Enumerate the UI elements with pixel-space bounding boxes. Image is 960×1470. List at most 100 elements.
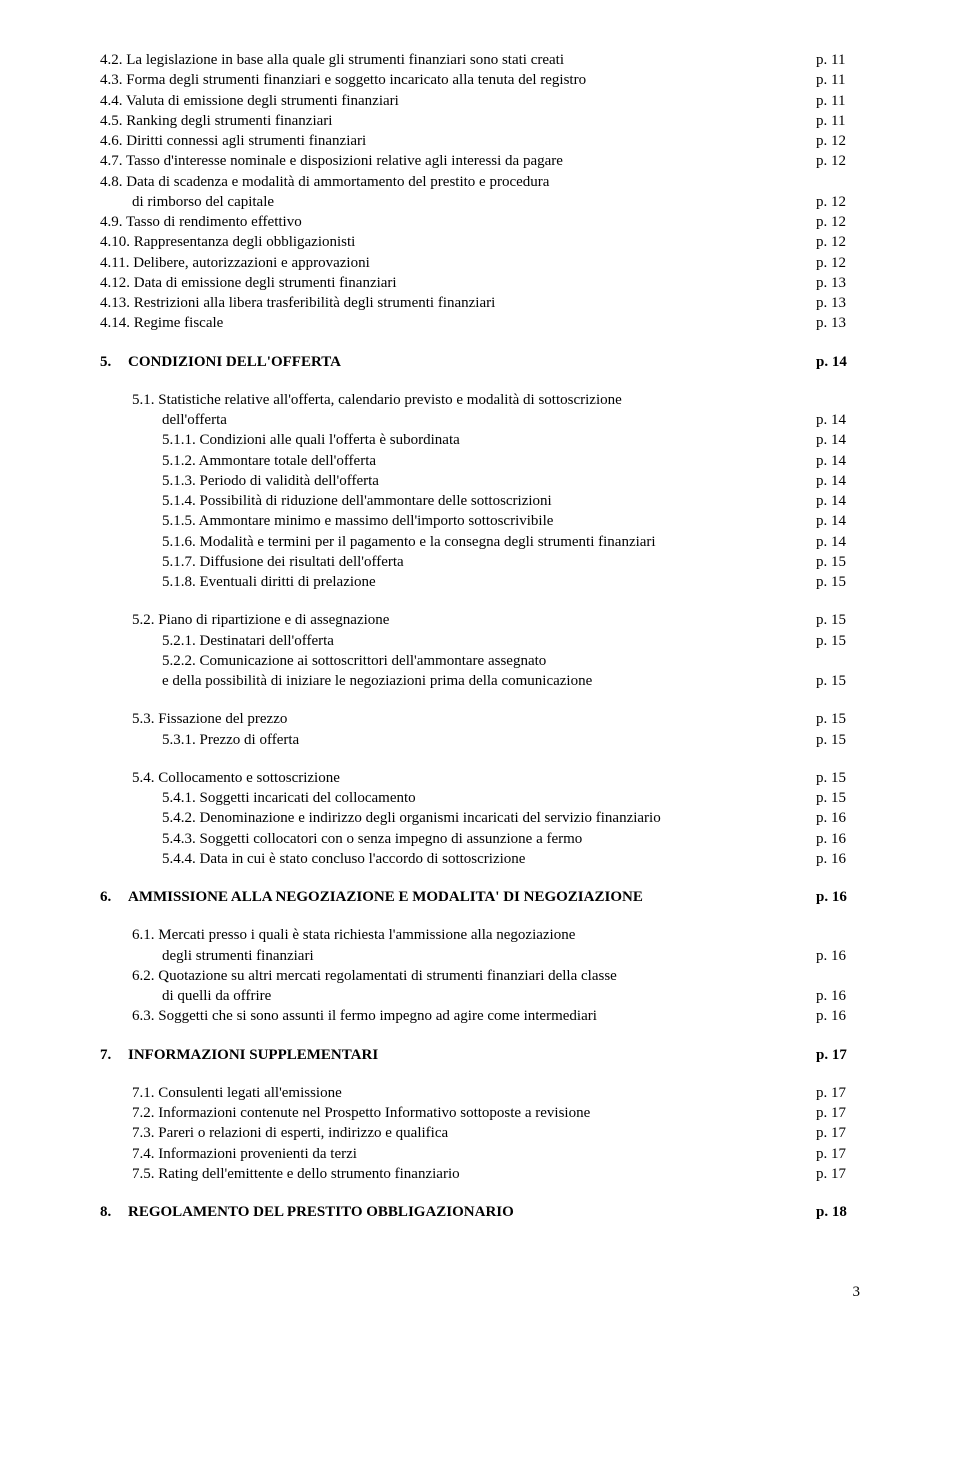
toc-page: p. 13 bbox=[816, 313, 860, 333]
toc-label: 7.3. Pareri o relazioni di esperti, indi… bbox=[132, 1123, 816, 1143]
toc-entry: 7.3. Pareri o relazioni di esperti, indi… bbox=[132, 1123, 860, 1143]
toc-entry: 6.2. Quotazione su altri mercati regolam… bbox=[132, 966, 860, 986]
toc-label: 5.1.4. Possibilità di riduzione dell'amm… bbox=[162, 491, 816, 511]
toc-page: p. 16 bbox=[816, 849, 860, 869]
toc-page: p. 14 bbox=[816, 532, 860, 552]
toc-entry: 4.14. Regime fiscalep. 13 bbox=[100, 313, 860, 333]
toc-entry: di rimborso del capitalep. 12 bbox=[132, 192, 860, 212]
toc-page: p. 15 bbox=[816, 552, 860, 572]
toc-label: 4.12. Data di emissione degli strumenti … bbox=[100, 273, 816, 293]
toc-page: p. 16 bbox=[816, 829, 860, 849]
toc-page: p. 15 bbox=[816, 610, 860, 630]
toc-label: degli strumenti finanziari bbox=[162, 946, 816, 966]
toc-page: p. 14 bbox=[816, 471, 860, 491]
toc-page: p. 17 bbox=[816, 1045, 860, 1065]
toc-label: 4.5. Ranking degli strumenti finanziari bbox=[100, 111, 816, 131]
toc-label: 4.11. Delibere, autorizzazioni e approva… bbox=[100, 253, 816, 273]
toc-entry bbox=[100, 750, 860, 768]
toc-page: p. 12 bbox=[816, 212, 860, 232]
toc-label: 4.6. Diritti connessi agli strumenti fin… bbox=[100, 131, 816, 151]
toc-entry: 4.11. Delibere, autorizzazioni e approva… bbox=[100, 253, 860, 273]
toc-page: p. 15 bbox=[816, 671, 860, 691]
toc-entry: 6.3. Soggetti che si sono assunti il fer… bbox=[132, 1006, 860, 1026]
toc-entry: 5.4.1. Soggetti incaricati del collocame… bbox=[162, 788, 860, 808]
toc-page: p. 14 bbox=[816, 511, 860, 531]
toc-label: 5.4.2. Denominazione e indirizzo degli o… bbox=[162, 808, 816, 828]
toc-label: 5.CONDIZIONI DELL'OFFERTA bbox=[100, 352, 816, 372]
toc-label: 5.3. Fissazione del prezzo bbox=[132, 709, 816, 729]
toc-label: 7.1. Consulenti legati all'emissione bbox=[132, 1083, 816, 1103]
toc-entry: degli strumenti finanziarip. 16 bbox=[162, 946, 860, 966]
toc-page: p. 17 bbox=[816, 1164, 860, 1184]
toc-entry: 4.7. Tasso d'interesse nominale e dispos… bbox=[100, 151, 860, 171]
toc-label: 5.4.3. Soggetti collocatori con o senza … bbox=[162, 829, 816, 849]
toc-label: 5.2.2. Comunicazione ai sottoscrittori d… bbox=[162, 651, 816, 671]
toc-label: 7.2. Informazioni contenute nel Prospett… bbox=[132, 1103, 816, 1123]
toc-entry: 7.2. Informazioni contenute nel Prospett… bbox=[132, 1103, 860, 1123]
toc-entry: 5.1.4. Possibilità di riduzione dell'amm… bbox=[162, 491, 860, 511]
toc-page: p. 18 bbox=[816, 1202, 860, 1222]
toc-entry: 5.4.2. Denominazione e indirizzo degli o… bbox=[162, 808, 860, 828]
toc-entry: 8.REGOLAMENTO DEL PRESTITO OBBLIGAZIONAR… bbox=[100, 1202, 860, 1222]
toc-label: 5.1.6. Modalità e termini per il pagamen… bbox=[162, 532, 816, 552]
toc-entry: 5.CONDIZIONI DELL'OFFERTAp. 14 bbox=[100, 352, 860, 372]
toc-label: 8.REGOLAMENTO DEL PRESTITO OBBLIGAZIONAR… bbox=[100, 1202, 816, 1222]
toc-label: 5.1.7. Diffusione dei risultati dell'off… bbox=[162, 552, 816, 572]
toc-entry: 4.2. La legislazione in base alla quale … bbox=[100, 50, 860, 70]
toc-label: di rimborso del capitale bbox=[132, 192, 816, 212]
toc-page: p. 12 bbox=[816, 131, 860, 151]
toc-entry: e della possibilità di iniziare le negoz… bbox=[162, 671, 860, 691]
toc-label: 6.3. Soggetti che si sono assunti il fer… bbox=[132, 1006, 816, 1026]
toc-page: p. 14 bbox=[816, 451, 860, 471]
toc-label: 6.1. Mercati presso i quali è stata rich… bbox=[132, 925, 816, 945]
toc-page: p. 17 bbox=[816, 1083, 860, 1103]
toc-page: p. 17 bbox=[816, 1123, 860, 1143]
page-number: 3 bbox=[100, 1282, 860, 1302]
toc-page: p. 17 bbox=[816, 1103, 860, 1123]
toc-page: p. 15 bbox=[816, 730, 860, 750]
toc-entry: dell'offertap. 14 bbox=[162, 410, 860, 430]
toc-entry: 4.13. Restrizioni alla libera trasferibi… bbox=[100, 293, 860, 313]
toc-page: p. 11 bbox=[816, 91, 860, 111]
toc-label: 5.2. Piano di ripartizione e di assegnaz… bbox=[132, 610, 816, 630]
section-number: 7. bbox=[100, 1045, 128, 1065]
toc-label: 5.1. Statistiche relative all'offerta, c… bbox=[132, 390, 816, 410]
toc-page: p. 11 bbox=[816, 50, 860, 70]
toc-label: 7.4. Informazioni provenienti da terzi bbox=[132, 1144, 816, 1164]
toc-label: 4.10. Rappresentanza degli obbligazionis… bbox=[100, 232, 816, 252]
toc-page: p. 11 bbox=[816, 70, 860, 90]
toc-label: 4.14. Regime fiscale bbox=[100, 313, 816, 333]
toc-label: dell'offerta bbox=[162, 410, 816, 430]
toc-page: p. 14 bbox=[816, 352, 860, 372]
toc-entry: 5.1.8. Eventuali diritti di prelazionep.… bbox=[162, 572, 860, 592]
toc-entry: di quelli da offrirep. 16 bbox=[162, 986, 860, 1006]
toc-page: p. 15 bbox=[816, 768, 860, 788]
toc-label: 5.1.1. Condizioni alle quali l'offerta è… bbox=[162, 430, 816, 450]
toc-label: 5.2.1. Destinatari dell'offerta bbox=[162, 631, 816, 651]
toc-label: 5.4.1. Soggetti incaricati del collocame… bbox=[162, 788, 816, 808]
table-of-contents: 4.2. La legislazione in base alla quale … bbox=[100, 50, 860, 1222]
toc-entry: 6.AMMISSIONE ALLA NEGOZIAZIONE E MODALIT… bbox=[100, 887, 860, 907]
toc-label: 6.AMMISSIONE ALLA NEGOZIAZIONE E MODALIT… bbox=[100, 887, 816, 907]
toc-label: 4.2. La legislazione in base alla quale … bbox=[100, 50, 816, 70]
toc-entry: 5.2.2. Comunicazione ai sottoscrittori d… bbox=[162, 651, 860, 671]
toc-entry: 4.4. Valuta di emissione degli strumenti… bbox=[100, 91, 860, 111]
toc-page: p. 13 bbox=[816, 273, 860, 293]
toc-page: p. 15 bbox=[816, 709, 860, 729]
toc-label: 7.INFORMAZIONI SUPPLEMENTARI bbox=[100, 1045, 816, 1065]
toc-entry: 4.9. Tasso di rendimento effettivop. 12 bbox=[100, 212, 860, 232]
toc-label: 5.3.1. Prezzo di offerta bbox=[162, 730, 816, 750]
toc-entry: 7.4. Informazioni provenienti da terzip.… bbox=[132, 1144, 860, 1164]
toc-entry: 7.1. Consulenti legati all'emissionep. 1… bbox=[132, 1083, 860, 1103]
toc-entry: 4.5. Ranking degli strumenti finanziarip… bbox=[100, 111, 860, 131]
toc-page: p. 14 bbox=[816, 491, 860, 511]
toc-entry: 5.1.6. Modalità e termini per il pagamen… bbox=[162, 532, 860, 552]
toc-entry: 5.1. Statistiche relative all'offerta, c… bbox=[132, 390, 860, 410]
toc-page: p. 11 bbox=[816, 111, 860, 131]
toc-page: p. 16 bbox=[816, 946, 860, 966]
toc-page: p. 15 bbox=[816, 788, 860, 808]
toc-page: p. 15 bbox=[816, 572, 860, 592]
toc-label: 4.7. Tasso d'interesse nominale e dispos… bbox=[100, 151, 816, 171]
section-number: 6. bbox=[100, 887, 128, 907]
toc-entry: 4.12. Data di emissione degli strumenti … bbox=[100, 273, 860, 293]
